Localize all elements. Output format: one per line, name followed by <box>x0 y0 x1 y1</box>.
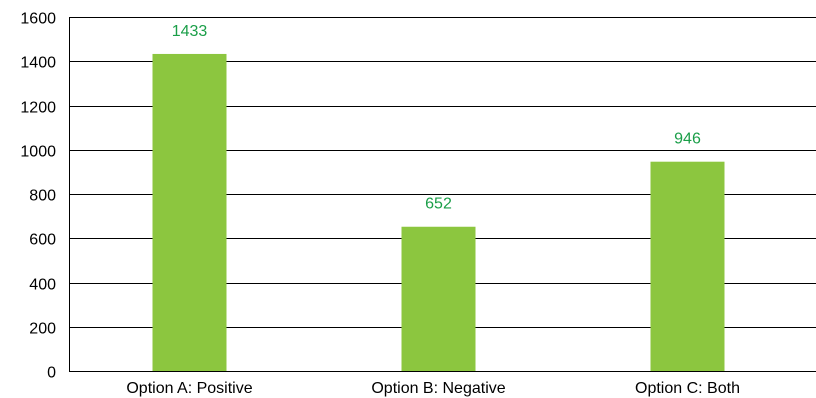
y-tick-label: 1000 <box>20 144 56 161</box>
x-category-label: Option A: Positive <box>126 380 252 397</box>
data-labels: 1433 652 946 <box>172 23 701 213</box>
y-tick-label: 800 <box>29 188 56 205</box>
x-category-label: Option C: Both <box>635 380 740 397</box>
y-tick-label: 1600 <box>20 11 56 28</box>
y-tick-label: 200 <box>29 321 56 338</box>
x-category-label: Option B: Negative <box>371 380 505 397</box>
y-axis-tick-labels: 0 200 400 600 800 1000 1200 1400 1600 <box>20 11 56 382</box>
data-label: 1433 <box>172 23 208 40</box>
y-tick-label: 0 <box>47 365 56 382</box>
bar-2 <box>401 226 476 371</box>
bar-3 <box>650 161 725 371</box>
y-tick-label: 600 <box>29 232 56 249</box>
data-label: 946 <box>674 131 701 148</box>
bars <box>152 53 725 371</box>
y-tick-label: 400 <box>29 277 56 294</box>
y-tick-label: 1400 <box>20 55 56 72</box>
x-axis-category-labels: Option A: Positive Option B: Negative Opti… <box>126 380 740 397</box>
y-tick-label: 1200 <box>20 100 56 117</box>
bar-1 <box>152 53 227 371</box>
data-label: 652 <box>425 196 452 213</box>
